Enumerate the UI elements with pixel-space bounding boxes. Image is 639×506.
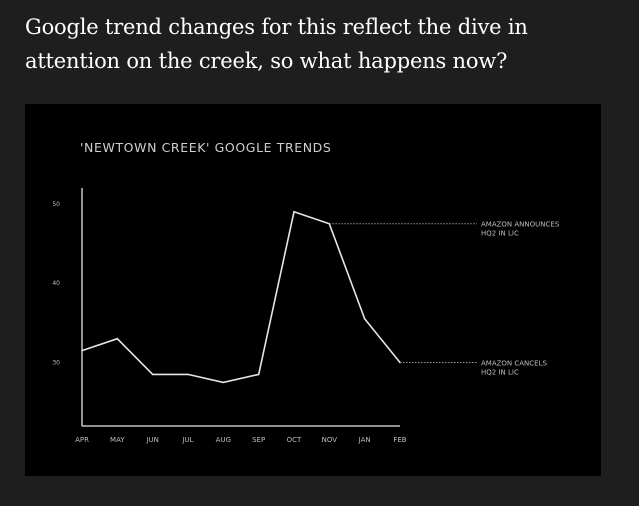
x-tick-label: JUL [181, 436, 193, 444]
data-point [81, 349, 83, 352]
x-tick-label: FEB [393, 436, 406, 444]
y-tick-label: 40 [52, 280, 60, 287]
trend-line [81, 210, 401, 384]
chart-panel: 'NEWTOWN CREEK' GOOGLE TRENDS 30 40 50 APR M… [25, 104, 601, 476]
data-point [151, 373, 154, 376]
data-point [222, 381, 225, 384]
data-point [257, 373, 260, 376]
chart-title: 'NEWTOWN CREEK' GOOGLE TRENDS [80, 140, 332, 155]
x-tick-label: JUN [145, 436, 158, 444]
data-point [293, 211, 295, 213]
data-point [187, 373, 189, 376]
y-tick-label: 30 [52, 360, 60, 367]
annotation-label: HQ2 IN LIC [481, 230, 519, 238]
y-tick-label: 50 [52, 201, 60, 208]
page-heading: Google trend changes for this reflect th… [25, 15, 528, 73]
x-tick-label: JAN [358, 436, 371, 444]
x-tick-label: MAY [110, 436, 125, 444]
data-point [116, 337, 119, 340]
x-tick-label: OCT [287, 436, 302, 444]
x-tick-label: APR [75, 436, 89, 444]
annotation-label: AMAZON CANCELS [481, 360, 548, 368]
annotation-label: AMAZON ANNOUNCES [481, 221, 560, 229]
x-tick-label: AUG [216, 436, 231, 444]
data-point [363, 318, 366, 320]
x-tick-label: SEP [252, 436, 265, 444]
annotation-label: HQ2 IN LIC [481, 369, 519, 377]
trend-chart: 30 40 50 APR MAY JUN JUL AUG SEP OCT NOV JAN FEB AMAZ… [52, 188, 560, 444]
x-tick-label: NOV [322, 436, 338, 444]
